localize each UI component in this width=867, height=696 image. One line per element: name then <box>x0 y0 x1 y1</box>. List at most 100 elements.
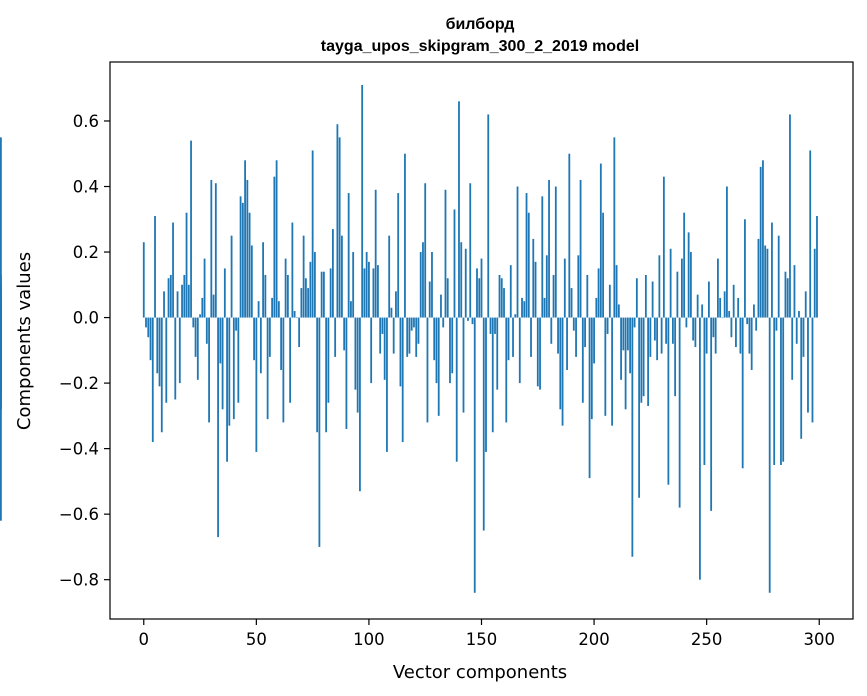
bar <box>325 317 328 433</box>
bar <box>622 317 625 351</box>
bar <box>813 248 816 318</box>
bar <box>476 268 478 318</box>
bar <box>311 150 314 318</box>
bar <box>728 311 731 318</box>
bar <box>253 317 255 361</box>
bar <box>259 317 262 374</box>
bar <box>291 222 294 318</box>
bar <box>773 317 776 465</box>
bar <box>417 317 420 344</box>
bar <box>708 281 710 318</box>
bar <box>327 317 330 403</box>
x-axis-label: Vector components <box>393 662 567 683</box>
bar <box>498 274 501 318</box>
bar <box>334 317 337 357</box>
bar <box>685 317 688 328</box>
bar <box>656 317 659 361</box>
bar <box>142 242 145 318</box>
bar <box>768 317 771 593</box>
bar <box>469 183 472 318</box>
x-tick-label: 100 <box>353 630 385 649</box>
bar <box>458 101 460 318</box>
bar <box>753 304 755 318</box>
bar <box>503 288 505 318</box>
bar <box>653 317 656 341</box>
bar <box>746 317 749 325</box>
bar <box>226 317 228 462</box>
bar <box>811 317 814 423</box>
chart-title: билборд <box>446 16 515 33</box>
bar <box>300 288 303 318</box>
bar <box>762 160 764 318</box>
bar <box>214 183 217 318</box>
bar <box>286 274 289 318</box>
y-tick-label: 0.2 <box>73 243 99 262</box>
bar <box>507 317 510 361</box>
x-axis-ticks: 0 50 100 150 200 250 300 <box>139 619 835 649</box>
bar <box>629 317 631 374</box>
bar <box>530 317 532 357</box>
bar <box>568 153 571 318</box>
bar <box>730 317 733 338</box>
bar <box>192 317 195 328</box>
bar <box>149 317 152 361</box>
bar <box>460 242 463 318</box>
bar <box>203 258 206 318</box>
bar <box>158 317 161 387</box>
bar <box>480 258 483 318</box>
bar <box>739 317 742 354</box>
bar <box>363 268 366 318</box>
y-tick-label: −0.6 <box>59 505 99 524</box>
bar <box>338 137 341 318</box>
bar <box>705 317 708 354</box>
bar <box>235 317 237 331</box>
bar <box>262 242 264 318</box>
bar <box>451 317 454 374</box>
bar <box>514 314 517 318</box>
bar <box>307 288 310 318</box>
bar <box>509 265 512 318</box>
bar <box>620 317 622 380</box>
bar <box>322 271 325 318</box>
bar <box>489 317 492 334</box>
bar <box>397 193 400 318</box>
bar <box>433 317 436 361</box>
y-tick-label: 0.0 <box>73 309 99 328</box>
bar <box>280 317 283 370</box>
bar <box>606 317 609 334</box>
bar <box>244 160 246 318</box>
bar <box>462 317 465 413</box>
bar <box>282 317 285 423</box>
bar <box>212 294 215 318</box>
bar <box>735 317 737 348</box>
bar <box>217 317 219 538</box>
bar <box>780 317 782 465</box>
bar <box>726 186 728 318</box>
bar <box>350 301 352 318</box>
bar <box>435 317 438 384</box>
bar <box>795 317 798 344</box>
bar <box>163 291 165 318</box>
bar <box>444 189 447 318</box>
bar <box>651 281 654 318</box>
bar <box>352 252 355 318</box>
bar <box>757 238 760 318</box>
bar <box>223 268 226 318</box>
bar <box>167 278 170 318</box>
bar <box>273 176 276 318</box>
bar <box>554 186 557 318</box>
bar <box>172 222 174 318</box>
bar <box>687 232 690 318</box>
bar <box>302 235 305 318</box>
bar <box>386 317 388 452</box>
bar <box>701 304 704 318</box>
bar <box>318 317 321 547</box>
bar <box>0 137 2 318</box>
bar <box>660 317 663 354</box>
y-axis-label: Components values <box>14 252 35 430</box>
bar <box>467 317 469 321</box>
bar <box>368 261 370 318</box>
bar <box>437 317 440 416</box>
bar <box>534 261 537 318</box>
bar <box>550 317 553 344</box>
